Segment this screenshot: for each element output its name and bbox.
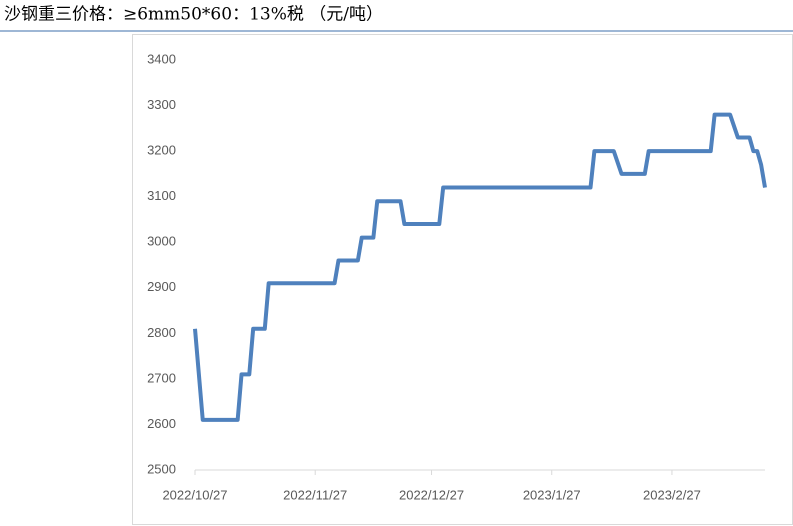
plot-frame (132, 34, 793, 525)
x-tick-label: 2023/2/27 (643, 487, 701, 502)
y-tick-label: 3200 (147, 143, 176, 158)
y-tick-label: 3400 (147, 51, 176, 66)
y-tick-label: 3100 (147, 188, 176, 203)
x-tick-label: 2022/12/27 (399, 487, 464, 502)
y-tick-label: 2500 (147, 461, 176, 476)
y-tick-label: 3300 (147, 97, 176, 112)
y-tick-label: 2600 (147, 416, 176, 431)
chart-title: 沙钢重三价格：≥6mm50*60：13%税 （元/吨） (4, 5, 383, 25)
x-tick-label: 2022/10/27 (162, 487, 227, 502)
price-line (193, 112, 767, 422)
y-tick-label: 3000 (147, 234, 176, 249)
y-tick-label: 2700 (147, 370, 176, 385)
x-tick-label: 2022/11/27 (283, 487, 347, 502)
y-tick-label: 2800 (147, 325, 176, 340)
x-tick-label: 2023/1/27 (523, 487, 581, 502)
y-tick-label: 2900 (147, 279, 176, 294)
